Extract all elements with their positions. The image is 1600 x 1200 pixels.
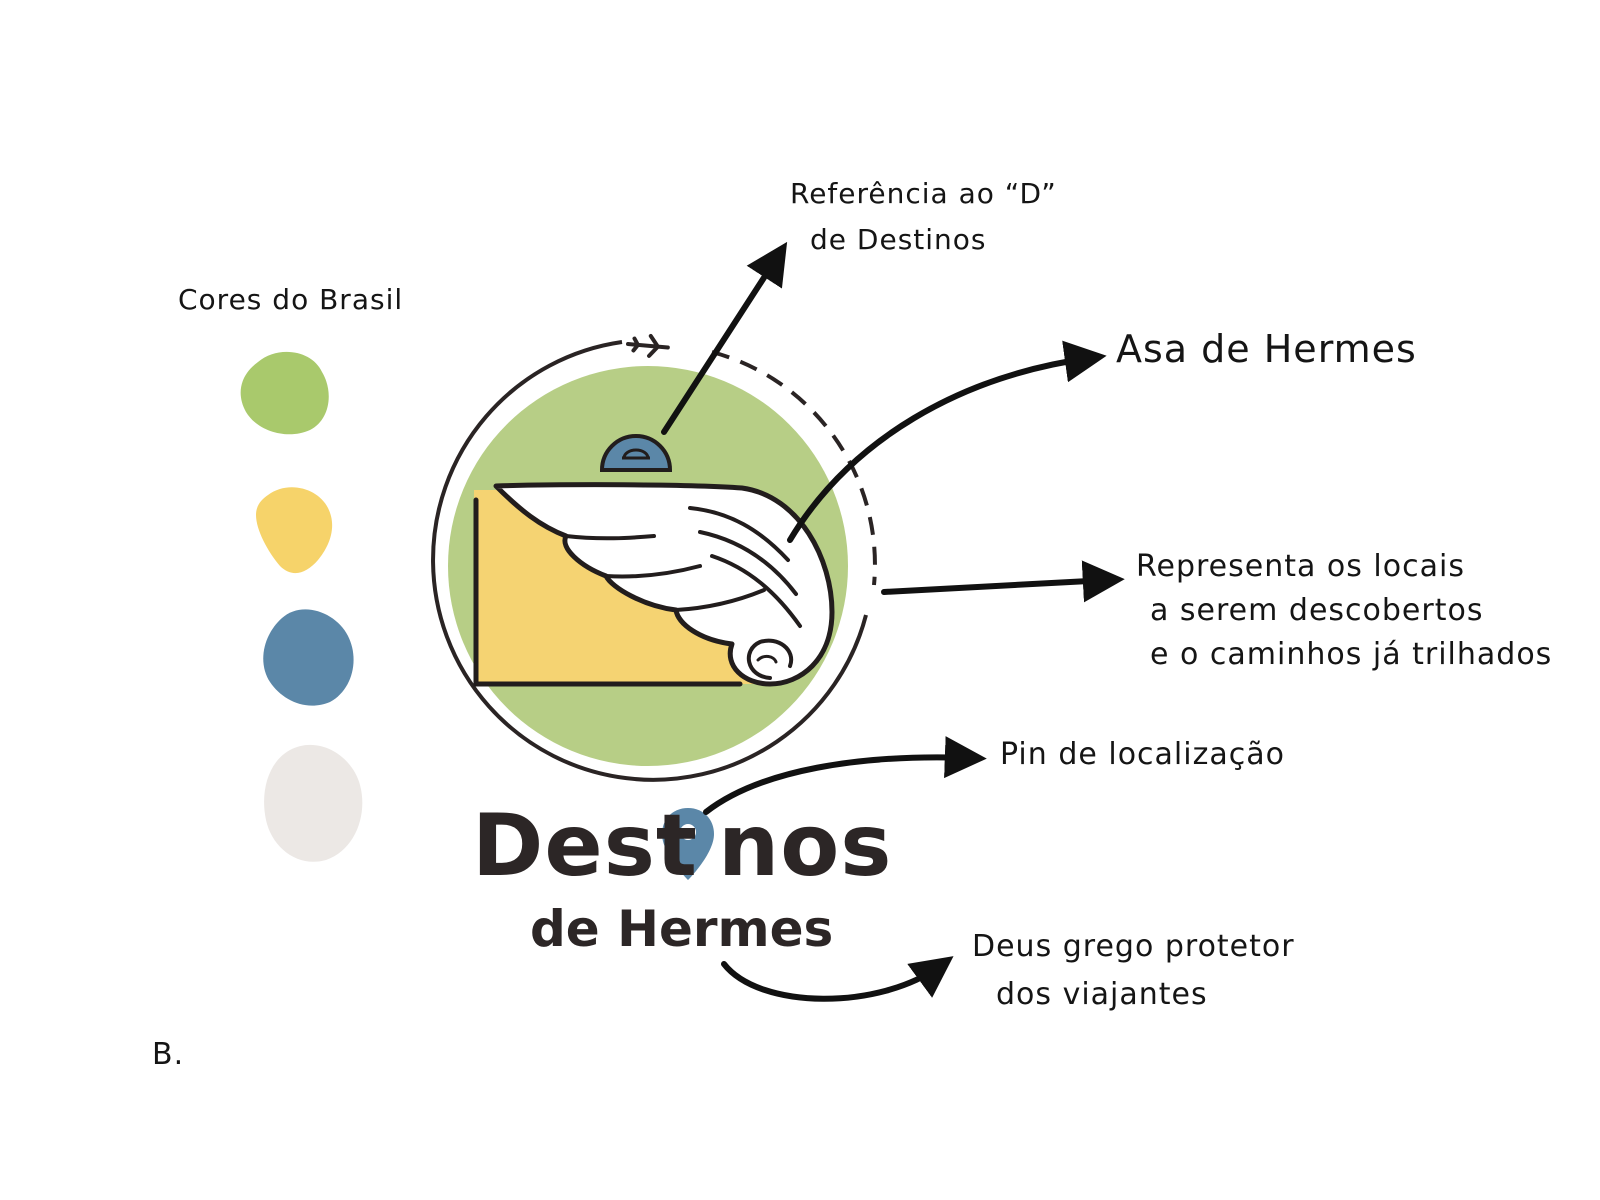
annotation-places-line-3: e o caminhos já trilhados bbox=[1150, 637, 1553, 672]
arrow-god bbox=[721, 956, 954, 1002]
brand-subtitle: de Hermes bbox=[530, 900, 834, 958]
annotation-god-line-1: Deus grego protetor bbox=[972, 929, 1295, 964]
d-cap bbox=[599, 434, 673, 472]
d-outline bbox=[473, 497, 743, 687]
airplane-icon bbox=[626, 333, 670, 358]
annotation-god-line-2: dos viajantes bbox=[996, 977, 1208, 1012]
brand-word-right: nos bbox=[718, 796, 893, 896]
arrow-wing bbox=[787, 340, 1107, 543]
annotation-d-reference-line-1: Referência ao “D” bbox=[790, 177, 1057, 210]
annotation-wing: Asa de Hermes bbox=[1116, 327, 1417, 371]
corner-label: B. bbox=[152, 1037, 185, 1072]
swatch-yellow bbox=[256, 487, 333, 574]
orbit-dashed bbox=[711, 350, 877, 586]
location-pin-icon bbox=[662, 808, 714, 880]
brand-word-left: Dest bbox=[472, 796, 699, 896]
palette-title: Cores do Brasil bbox=[178, 283, 404, 316]
annotation-pin: Pin de localização bbox=[1000, 737, 1285, 772]
hermes-wing bbox=[493, 482, 835, 687]
arrow-places bbox=[881, 560, 1125, 603]
logo-mark bbox=[431, 333, 877, 782]
swatch-green bbox=[240, 351, 329, 435]
annotation-places-line-2: a serem descobertos bbox=[1150, 593, 1484, 628]
color-palette bbox=[240, 351, 363, 862]
arrow-pin bbox=[703, 736, 987, 815]
annotation-arrows bbox=[661, 241, 1125, 1002]
swatch-off-white bbox=[264, 744, 363, 862]
annotation-d-reference-line-2: de Destinos bbox=[810, 223, 987, 256]
arrow-d-reference bbox=[661, 241, 788, 435]
orbit-solid bbox=[431, 340, 868, 782]
annotation-places-line-1: Representa os locais bbox=[1136, 549, 1465, 584]
swatch-blue bbox=[263, 609, 354, 706]
